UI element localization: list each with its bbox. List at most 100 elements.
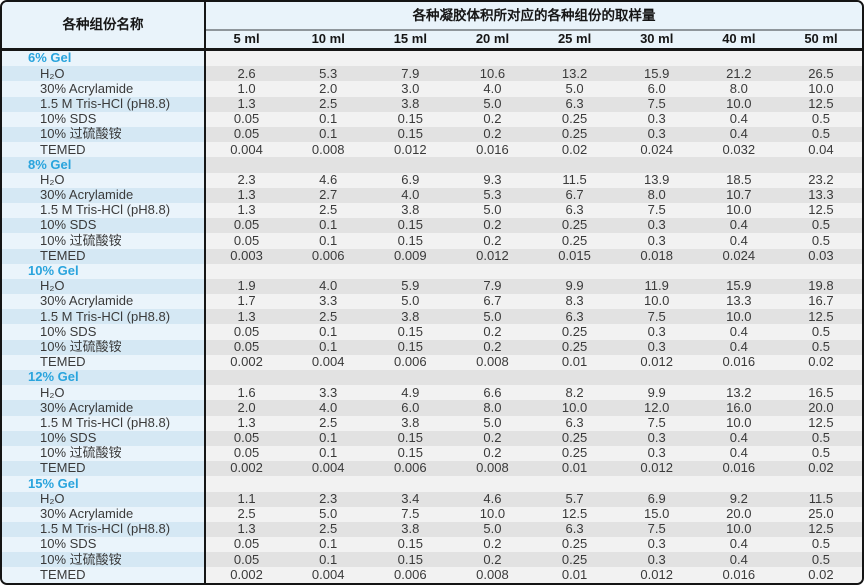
component-label: TEMED bbox=[2, 354, 206, 370]
component-label: 10% SDS bbox=[2, 537, 206, 553]
empty-cell bbox=[369, 476, 452, 492]
gel-section-title: 10% Gel bbox=[2, 263, 206, 279]
amount-cell: 5.0 bbox=[451, 309, 534, 325]
empty-cell bbox=[451, 157, 534, 173]
amount-cell: 0.4 bbox=[697, 111, 780, 127]
amount-cell: 0.01 bbox=[533, 567, 616, 583]
empty-cell bbox=[205, 370, 288, 386]
amount-cell: 0.02 bbox=[533, 142, 616, 158]
amount-cell: 11.9 bbox=[615, 278, 698, 295]
amount-cell: 0.004 bbox=[287, 461, 370, 477]
amount-cell: 0.5 bbox=[779, 324, 862, 340]
empty-cell bbox=[533, 370, 616, 386]
amount-cell: 2.0 bbox=[205, 400, 288, 416]
empty-cell bbox=[451, 263, 534, 279]
amount-cell: 0.04 bbox=[779, 142, 862, 158]
amount-cell: 0.5 bbox=[779, 233, 862, 249]
amount-cell: 20.0 bbox=[697, 506, 780, 522]
volume-header: 10 ml bbox=[287, 30, 370, 51]
amount-cell: 15.9 bbox=[697, 278, 780, 295]
empty-cell bbox=[287, 157, 370, 173]
empty-cell bbox=[287, 370, 370, 386]
amount-cell: 0.3 bbox=[615, 537, 698, 553]
amount-cell: 0.15 bbox=[369, 111, 452, 127]
amount-cell: 0.004 bbox=[287, 354, 370, 370]
component-name-header: 各种组份名称 bbox=[2, 2, 206, 51]
amount-cell: 2.3 bbox=[287, 491, 370, 507]
component-label: TEMED bbox=[2, 142, 206, 158]
amount-cell: 13.2 bbox=[533, 66, 616, 82]
amount-cell: 0.4 bbox=[697, 552, 780, 568]
amount-cell: 0.02 bbox=[779, 461, 862, 477]
gel-section-title: 8% Gel bbox=[2, 157, 206, 173]
amount-cell: 0.2 bbox=[451, 339, 534, 355]
amount-cell: 10.6 bbox=[451, 66, 534, 82]
amount-cell: 13.3 bbox=[697, 294, 780, 310]
amount-cell: 0.05 bbox=[205, 537, 288, 553]
amount-cell: 0.4 bbox=[697, 339, 780, 355]
amount-cell: 4.6 bbox=[287, 172, 370, 188]
amount-cell: 10.0 bbox=[451, 506, 534, 522]
amount-cell: 6.0 bbox=[369, 400, 452, 416]
span-header-row: 各种组份名称 各种凝胶体积所对应的各种组份的取样量 bbox=[2, 2, 862, 51]
empty-cell bbox=[615, 263, 698, 279]
amount-cell: 10.7 bbox=[697, 187, 780, 203]
amount-cell: 12.5 bbox=[779, 415, 862, 431]
component-label: 10% SDS bbox=[2, 218, 206, 234]
volume-header: 5 ml bbox=[205, 30, 288, 51]
amount-cell: 0.15 bbox=[369, 430, 452, 446]
volume-span-header: 各种凝胶体积所对应的各种组份的取样量 bbox=[205, 2, 862, 31]
gel-section-title: 15% Gel bbox=[2, 476, 206, 492]
empty-cell bbox=[697, 476, 780, 492]
volume-header: 40 ml bbox=[697, 30, 780, 51]
amount-cell: 0.25 bbox=[533, 126, 616, 143]
amount-cell: 0.05 bbox=[205, 111, 288, 127]
amount-cell: 6.7 bbox=[451, 294, 534, 310]
amount-cell: 9.3 bbox=[451, 172, 534, 188]
amount-cell: 8.0 bbox=[615, 187, 698, 203]
amount-cell: 2.5 bbox=[287, 415, 370, 431]
amount-cell: 15.0 bbox=[615, 506, 698, 522]
table-row: H₂O 2.3 4.6 6.9 9.3 11.5 13.9 18.5 23.2 bbox=[2, 172, 862, 188]
amount-cell: 0.024 bbox=[697, 248, 780, 264]
amount-cell: 3.3 bbox=[287, 385, 370, 401]
amount-cell: 0.015 bbox=[533, 248, 616, 264]
amount-cell: 0.05 bbox=[205, 339, 288, 355]
gel-section-header-row: 6% Gel bbox=[2, 49, 862, 67]
amount-cell: 0.5 bbox=[779, 537, 862, 553]
amount-cell: 0.02 bbox=[779, 354, 862, 370]
amount-cell: 0.3 bbox=[615, 339, 698, 355]
amount-cell: 9.9 bbox=[533, 278, 616, 295]
amount-cell: 0.02 bbox=[779, 567, 862, 583]
volume-header: 25 ml bbox=[533, 30, 616, 51]
amount-cell: 23.2 bbox=[779, 172, 862, 188]
amount-cell: 7.9 bbox=[369, 66, 452, 82]
amount-cell: 15.9 bbox=[615, 66, 698, 82]
amount-cell: 1.9 bbox=[205, 278, 288, 295]
empty-cell bbox=[369, 49, 452, 67]
amount-cell: 0.2 bbox=[451, 552, 534, 568]
amount-cell: 6.3 bbox=[533, 309, 616, 325]
amount-cell: 21.2 bbox=[697, 66, 780, 82]
amount-cell: 18.5 bbox=[697, 172, 780, 188]
amount-cell: 4.0 bbox=[451, 81, 534, 97]
amount-cell: 25.0 bbox=[779, 506, 862, 522]
empty-cell bbox=[615, 157, 698, 173]
amount-cell: 4.9 bbox=[369, 385, 452, 401]
table-row: H₂O 2.6 5.3 7.9 10.6 13.2 15.9 21.2 26.5 bbox=[2, 66, 862, 82]
amount-cell: 4.0 bbox=[287, 278, 370, 295]
table-row: 1.5 M Tris-HCl (pH8.8) 1.3 2.5 3.8 5.0 6.3 7.5… bbox=[2, 309, 862, 325]
amount-cell: 0.012 bbox=[615, 354, 698, 370]
amount-cell: 0.012 bbox=[451, 248, 534, 264]
amount-cell: 5.7 bbox=[533, 491, 616, 507]
amount-cell: 0.05 bbox=[205, 430, 288, 446]
amount-cell: 8.3 bbox=[533, 294, 616, 310]
amount-cell: 1.3 bbox=[205, 521, 288, 538]
amount-cell: 0.05 bbox=[205, 324, 288, 340]
amount-cell: 5.0 bbox=[451, 96, 534, 112]
empty-cell bbox=[697, 157, 780, 173]
amount-cell: 0.25 bbox=[533, 111, 616, 127]
amount-cell: 4.0 bbox=[287, 400, 370, 416]
amount-cell: 0.002 bbox=[205, 567, 288, 583]
